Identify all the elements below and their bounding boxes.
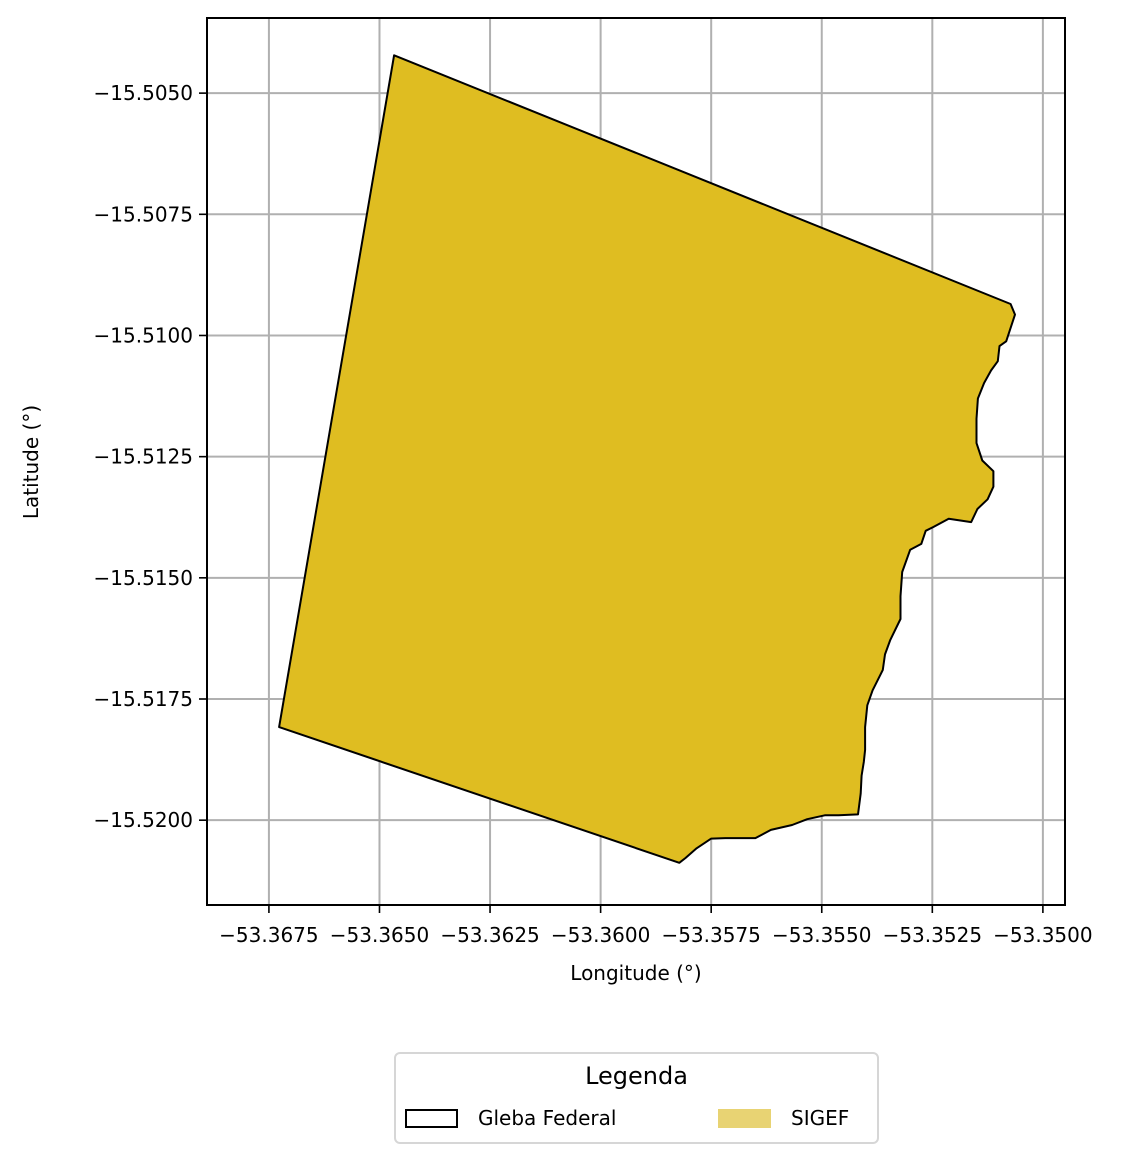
gleba-federal-swatch [405,1108,458,1128]
x-tick-label: −53.3650 [330,923,429,947]
legend-label-sigef: SIGEF [791,1106,850,1130]
x-axis-label: Longitude (°) [570,961,701,985]
y-axis-ticks: −15.5050 −15.5075 −15.5100 −15.5125 −15.5150… [94,81,207,832]
x-tick-label: −53.3600 [551,923,650,947]
sigef-polygon [278,54,1016,864]
legend-item-gleba-federal: Gleba Federal [405,1106,616,1130]
y-axis-label: Latitude (°) [19,405,43,519]
y-tick-label: −15.5125 [94,445,193,469]
x-tick-label: −53.3625 [440,923,539,947]
sigef-swatch [718,1108,771,1128]
legend: Legenda Gleba Federal SIGEF [394,1052,879,1144]
legend-item-sigef: SIGEF [718,1106,849,1130]
y-tick-label: −15.5200 [94,808,193,832]
y-tick-label: −15.5100 [94,323,193,347]
map-plot: −53.3675 −53.3650 −53.3625 −53.3600 −53.3575… [19,17,1093,985]
legend-label-gleba-federal: Gleba Federal [478,1106,617,1130]
y-tick-label: −15.5150 [94,566,193,590]
x-tick-label: −53.3525 [883,923,982,947]
legend-title: Legenda [585,1062,688,1090]
x-tick-label: −53.3500 [993,923,1092,947]
x-tick-label: −53.3575 [661,923,760,947]
y-tick-label: −15.5050 [94,81,193,105]
plot-frame [206,17,1066,906]
x-tick-label: −53.3675 [219,923,318,947]
x-axis-ticks: −53.3675 −53.3650 −53.3625 −53.3600 −53.3575… [219,905,1093,947]
y-tick-label: −15.5075 [94,202,193,226]
y-tick-label: −15.5175 [94,687,193,711]
x-tick-label: −53.3550 [772,923,871,947]
